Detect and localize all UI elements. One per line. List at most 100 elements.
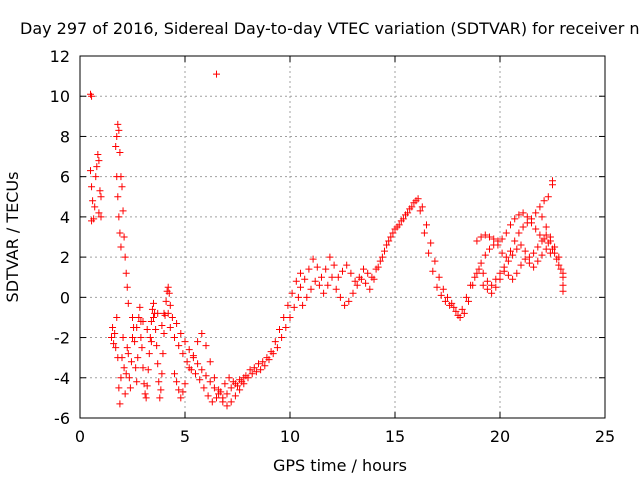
data-point	[458, 305, 466, 313]
data-point	[221, 380, 229, 388]
data-point	[357, 275, 365, 283]
data-point	[259, 358, 267, 366]
data-point	[343, 261, 351, 269]
data-point	[502, 229, 510, 237]
data-point	[276, 326, 283, 334]
data-point	[494, 241, 502, 249]
data-point	[490, 235, 498, 243]
x-tick-label: 0	[75, 427, 85, 446]
data-point	[519, 223, 527, 231]
data-point	[431, 257, 439, 265]
data-point	[479, 269, 487, 277]
data-point	[181, 338, 189, 346]
data-point	[519, 209, 527, 217]
plot-frame	[79, 55, 606, 419]
data-point	[538, 213, 546, 221]
data-point	[538, 251, 546, 259]
data-point	[530, 249, 538, 257]
y-tick-labels: -6 -4 -2 0 2 4 6 8 10 12	[50, 47, 70, 428]
data-point	[286, 313, 294, 321]
data-point	[122, 370, 130, 378]
data-point	[460, 309, 468, 317]
data-point	[252, 368, 260, 376]
data-point	[345, 297, 353, 305]
data-point	[559, 287, 567, 295]
data-point	[538, 237, 546, 245]
data-point	[297, 269, 304, 277]
x-tick-label: 25	[595, 427, 615, 446]
data-point	[87, 167, 94, 175]
data-point	[153, 342, 161, 350]
data-point	[138, 344, 146, 352]
data-point	[147, 338, 155, 346]
data-point	[108, 334, 115, 342]
data-point	[339, 267, 346, 275]
data-point	[496, 275, 504, 283]
data-point	[215, 386, 223, 394]
data-point	[532, 209, 540, 217]
data-point	[381, 247, 388, 255]
data-point	[307, 285, 315, 293]
data-point	[309, 255, 317, 263]
data-point	[504, 271, 512, 279]
data-point	[320, 289, 328, 297]
data-point	[257, 366, 265, 374]
data-point	[181, 380, 189, 388]
data-point	[483, 277, 491, 285]
data-point	[273, 344, 281, 352]
data-point	[498, 235, 506, 243]
data-point	[117, 243, 125, 251]
data-point	[446, 301, 454, 309]
data-point	[231, 392, 239, 400]
data-point	[517, 261, 525, 269]
data-point	[555, 261, 563, 269]
data-point	[115, 213, 123, 221]
x-tick-labels: 0 5 10 15 20 25	[75, 427, 615, 446]
data-point	[132, 364, 140, 372]
data-point	[521, 255, 529, 263]
data-point	[294, 293, 302, 301]
data-point	[315, 281, 323, 289]
data-point	[477, 259, 485, 267]
data-point	[399, 215, 407, 223]
data-point	[166, 301, 174, 309]
y-tick-label: -6	[54, 409, 70, 428]
data-point	[133, 378, 141, 386]
data-point	[383, 241, 391, 249]
data-point	[164, 309, 172, 317]
data-point	[171, 370, 178, 378]
data-point	[334, 273, 342, 281]
data-point	[248, 370, 256, 378]
data-point	[133, 324, 141, 331]
data-point	[109, 324, 117, 331]
data-point	[116, 149, 124, 157]
data-point	[159, 350, 167, 358]
data-point	[412, 197, 420, 205]
data-point	[292, 277, 300, 285]
data-point	[160, 330, 168, 338]
data-point	[123, 283, 131, 291]
data-point	[125, 374, 133, 382]
data-point	[204, 392, 212, 400]
data-point	[154, 309, 162, 317]
data-point	[145, 350, 153, 358]
data-point	[559, 273, 567, 281]
data-point	[158, 370, 166, 378]
data-point	[144, 366, 152, 374]
data-point	[530, 263, 538, 271]
data-point	[123, 344, 131, 352]
data-point	[515, 229, 523, 237]
data-point	[208, 398, 216, 406]
data-point	[481, 251, 489, 259]
data-point	[475, 265, 483, 273]
data-point	[544, 193, 552, 201]
data-point	[471, 273, 479, 281]
data-point	[427, 239, 435, 247]
y-tick-label: 10	[50, 87, 70, 106]
data-point	[95, 157, 103, 165]
data-point	[559, 281, 567, 289]
data-point	[395, 221, 403, 229]
data-point	[509, 251, 517, 259]
data-point	[189, 352, 197, 360]
y-tick-label: -2	[54, 329, 70, 348]
